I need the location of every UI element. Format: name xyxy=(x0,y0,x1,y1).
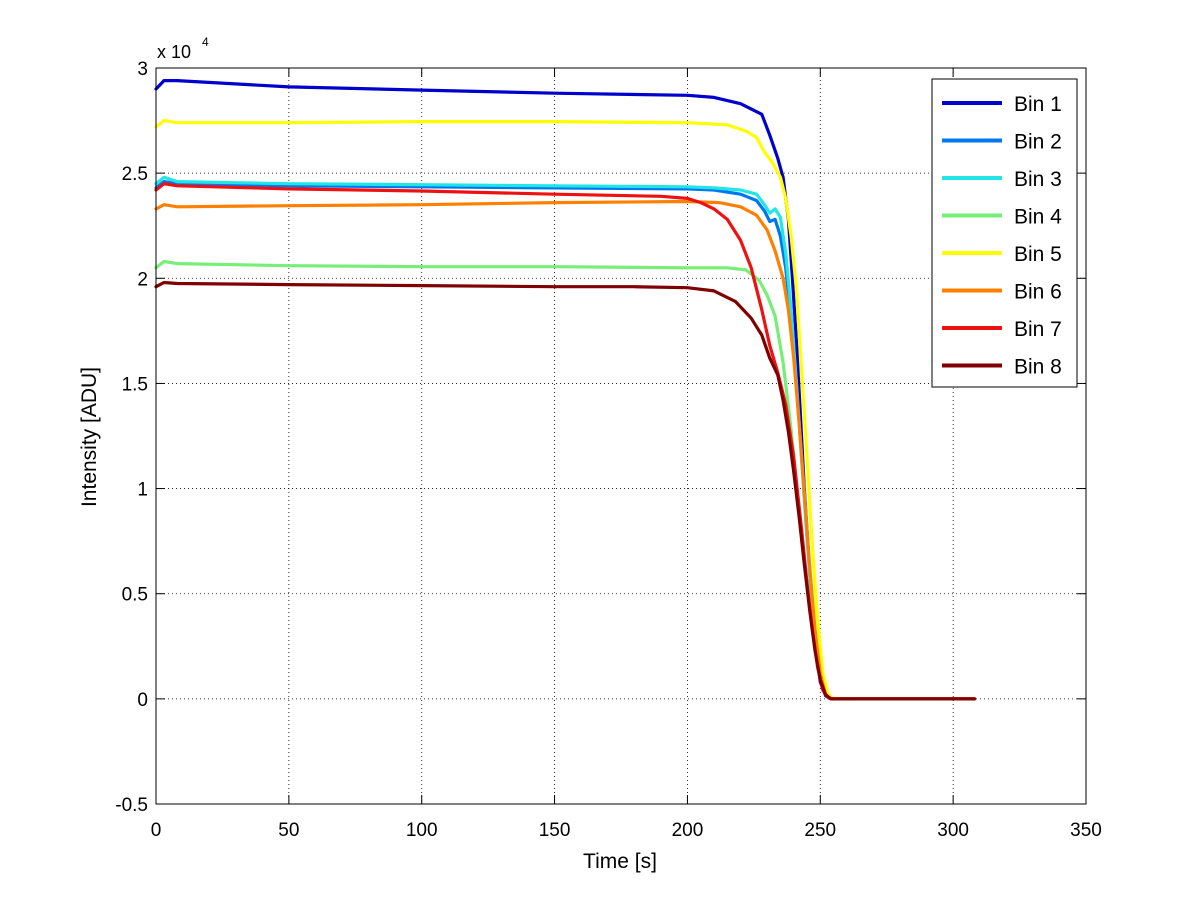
x-tick-label: 150 xyxy=(539,820,571,841)
x-tick-label: 350 xyxy=(1070,820,1102,841)
y-tick-label: 1 xyxy=(137,480,148,501)
legend-box xyxy=(931,78,1078,388)
x-tick-label: 100 xyxy=(406,820,438,841)
y-tick-label: 2.5 xyxy=(122,164,148,185)
x-tick-label: 300 xyxy=(937,820,969,841)
legend-label-bin-4: Bin 4 xyxy=(1014,206,1062,229)
y-tick-label: 1.5 xyxy=(122,374,148,395)
legend-label-bin-6: Bin 6 xyxy=(1014,281,1062,304)
tick-marks xyxy=(155,67,1087,805)
series-line-bin-8 xyxy=(154,280,976,701)
legend-label-bin-3: Bin 3 xyxy=(1014,168,1062,191)
legend-label-bin-2: Bin 2 xyxy=(1014,131,1062,154)
y-tick-label: 0.5 xyxy=(122,585,148,606)
series-line-bin-5 xyxy=(154,119,976,701)
y-multiplier-base: x 10 xyxy=(157,42,191,62)
y-tick-labels: -0.5 0 0.5 1 1.5 2 2.5 3 xyxy=(115,59,148,816)
y-tick-label: 2 xyxy=(137,269,148,290)
legend-label-bin-7: Bin 7 xyxy=(1014,318,1062,341)
legend: Bin 1 Bin 2 Bin 3 Bin 4 Bin 5 Bin 6 Bin 7 Bin 8 xyxy=(931,78,1078,388)
x-tick-label: 50 xyxy=(278,820,299,841)
axes-box xyxy=(155,67,1087,805)
legend-label-bin-8: Bin 8 xyxy=(1014,356,1062,379)
y-multiplier-exponent: 4 xyxy=(202,35,209,49)
legend-label-bin-5: Bin 5 xyxy=(1014,243,1062,266)
x-tick-label: 200 xyxy=(672,820,704,841)
y-tick-label: 3 xyxy=(137,59,148,80)
x-tick-labels: 0 50 100 150 200 250 300 350 xyxy=(151,820,1102,841)
y-tick-label: 0 xyxy=(137,690,148,711)
x-tick-label: 250 xyxy=(804,820,836,841)
x-axis-label: Time [s] xyxy=(583,850,657,873)
series-group xyxy=(154,79,976,701)
x-tick-label: 0 xyxy=(151,820,162,841)
legend-label-bin-1: Bin 1 xyxy=(1014,93,1062,116)
y-axis-label: Intensity [ADU] xyxy=(78,367,101,507)
y-tick-label: -0.5 xyxy=(115,795,148,816)
